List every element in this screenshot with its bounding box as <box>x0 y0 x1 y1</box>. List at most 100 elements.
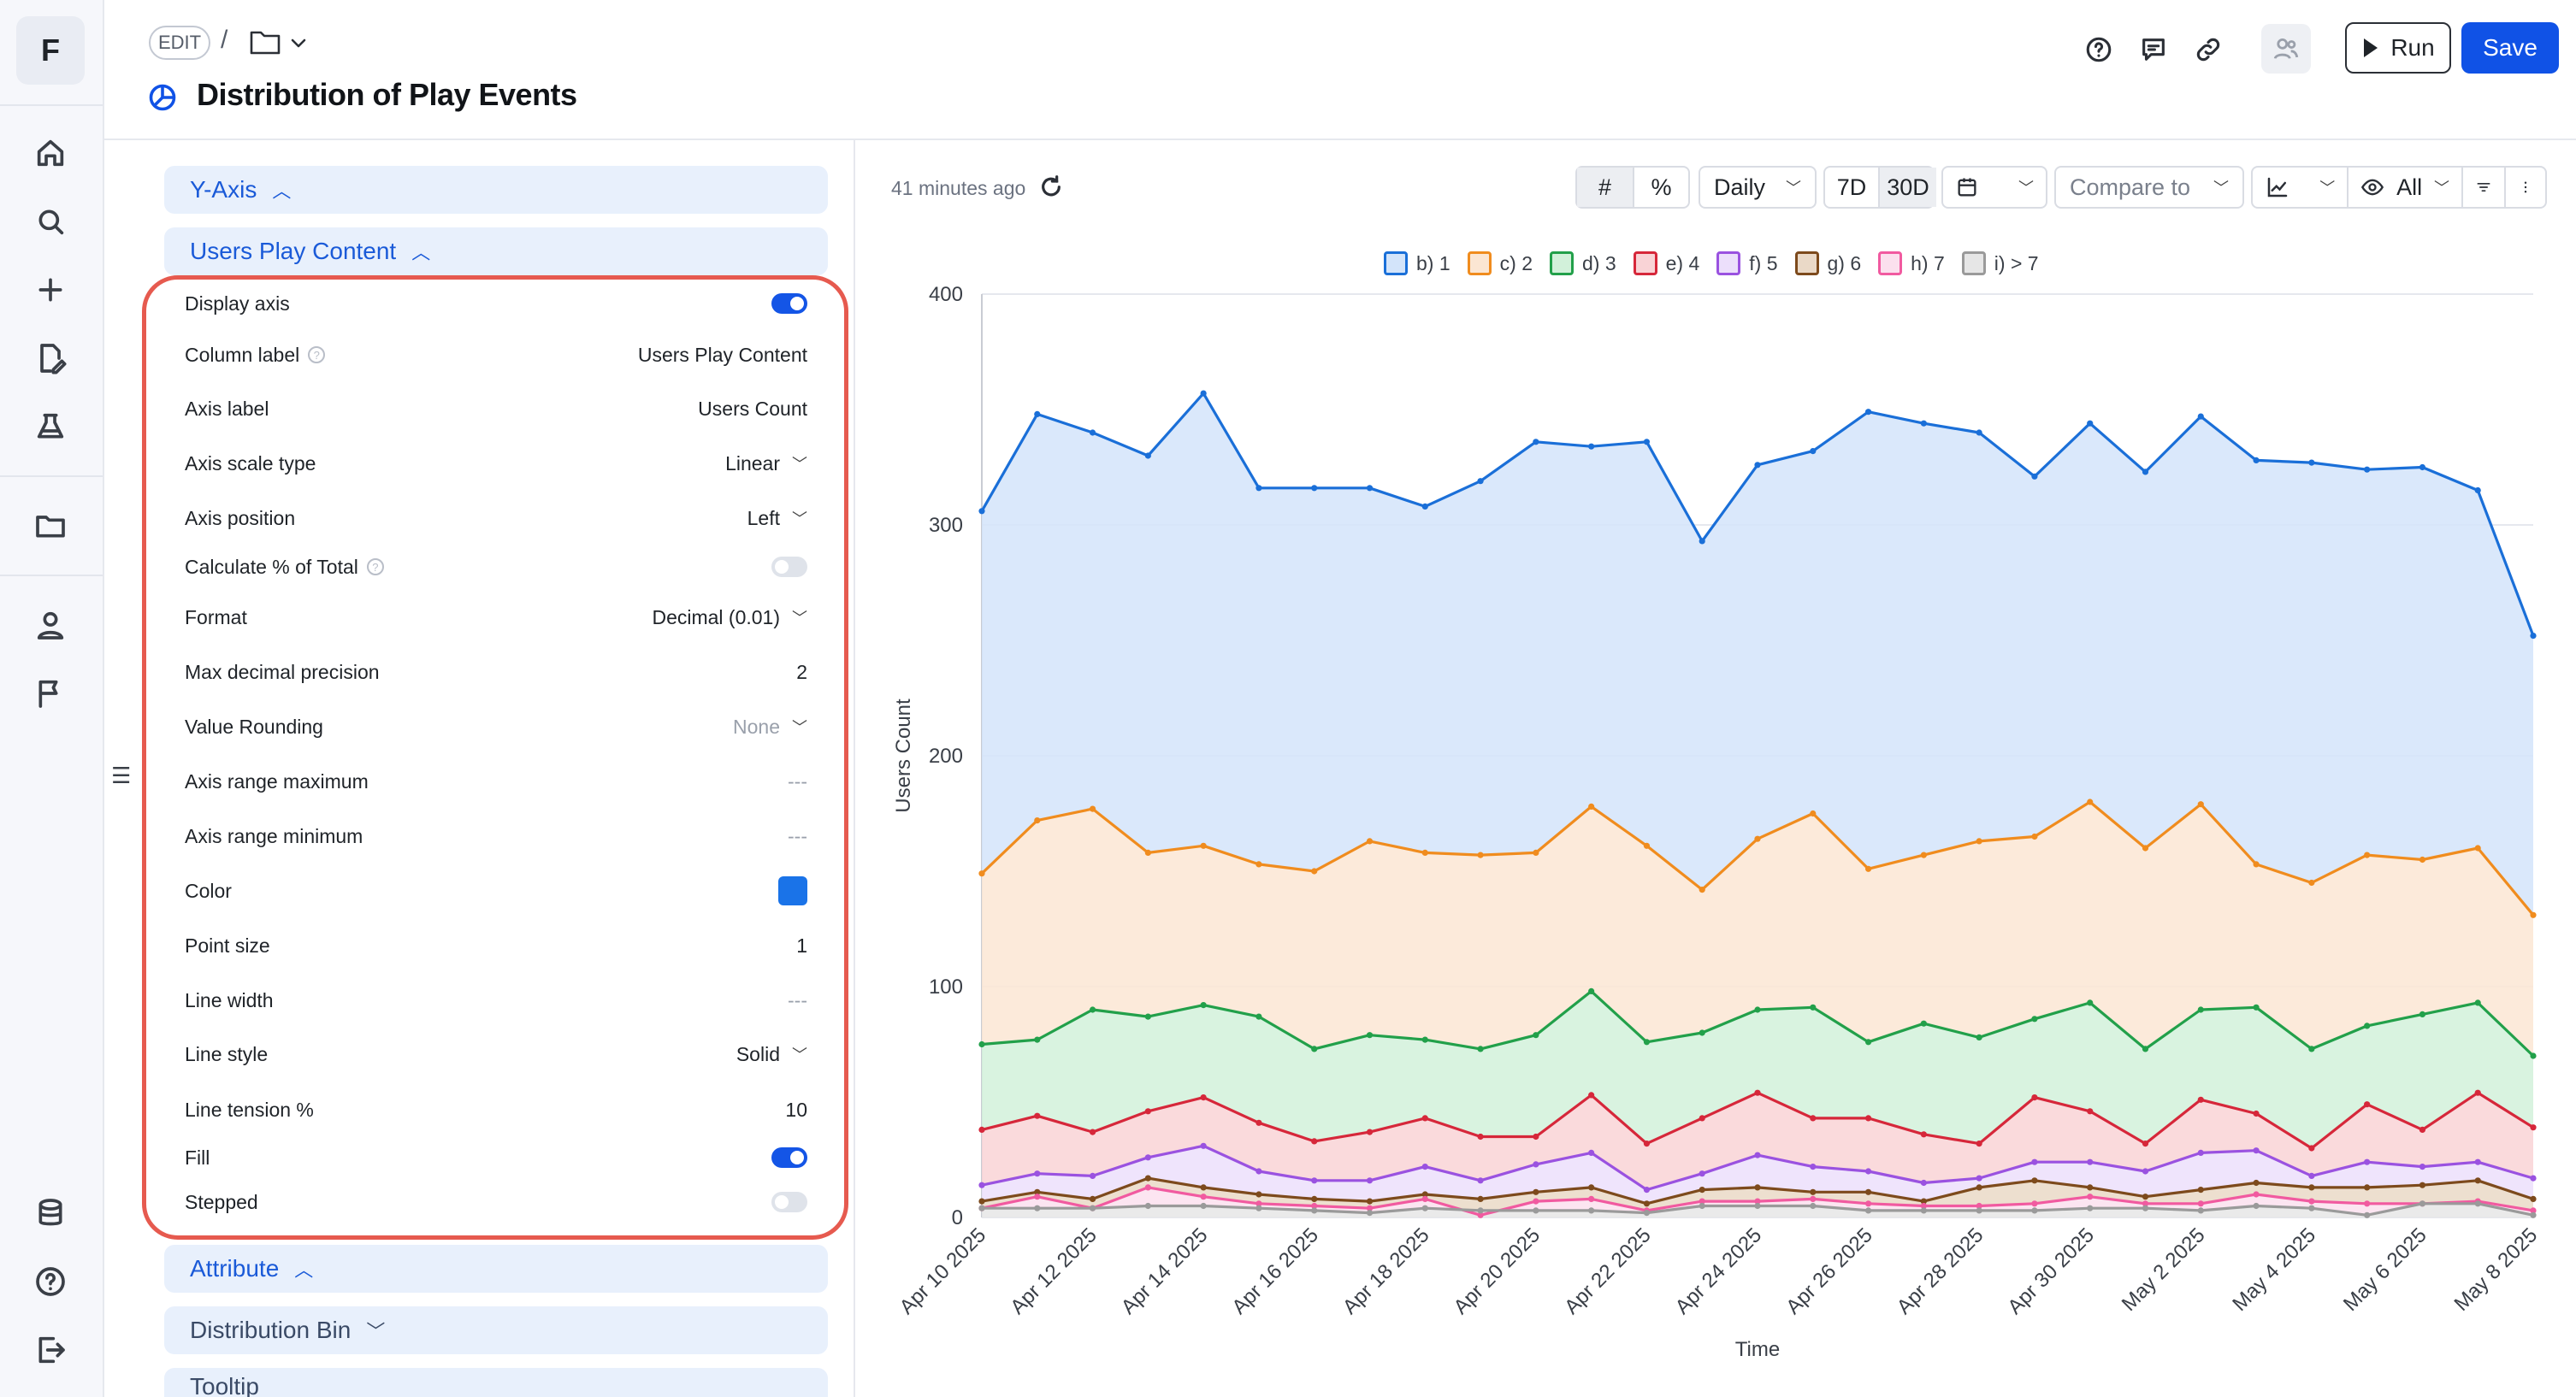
data-point[interactable] <box>1588 1207 1595 1214</box>
filter-button[interactable] <box>2461 168 2504 207</box>
legend-item[interactable]: i) > 7 <box>1961 251 2039 275</box>
data-point[interactable] <box>1034 1205 1041 1211</box>
data-point[interactable] <box>1144 1202 1151 1210</box>
data-point[interactable] <box>1477 852 1484 858</box>
data-point[interactable] <box>1366 1198 1374 1205</box>
data-point[interactable] <box>1366 1032 1374 1039</box>
data-point[interactable] <box>1311 1195 1318 1202</box>
data-point[interactable] <box>1588 443 1595 450</box>
data-point[interactable] <box>1976 1034 1982 1040</box>
data-point[interactable] <box>2031 833 2038 840</box>
chart-type-select[interactable]: ﹀ <box>2253 168 2347 207</box>
toggle-switch[interactable] <box>771 293 807 314</box>
data-point[interactable] <box>1477 1211 1484 1218</box>
data-point[interactable] <box>978 1205 985 1211</box>
data-point[interactable] <box>1533 1207 1539 1214</box>
lab-flask-icon[interactable] <box>31 407 70 446</box>
data-point[interactable] <box>2031 1094 2038 1101</box>
calculate-of-total-toggle[interactable] <box>771 557 807 577</box>
data-point[interactable] <box>1699 887 1705 893</box>
data-point[interactable] <box>2253 861 2260 868</box>
data-point[interactable] <box>2142 1141 2149 1147</box>
color-picker[interactable] <box>778 876 807 905</box>
data-point[interactable] <box>1034 1112 1041 1119</box>
data-point[interactable] <box>1477 1195 1484 1202</box>
legend-item[interactable]: d) 3 <box>1549 251 1616 275</box>
data-point[interactable] <box>1588 1184 1595 1191</box>
section-attribute[interactable]: Attribute ︿ <box>164 1245 828 1293</box>
data-point[interactable] <box>2419 1164 2426 1170</box>
data-point[interactable] <box>1643 1141 1651 1147</box>
display-axis-toggle[interactable] <box>771 293 807 314</box>
value-rounding-select[interactable]: None ﹀ <box>733 716 807 739</box>
help-icon[interactable]: ? <box>366 558 384 575</box>
data-point[interactable] <box>2530 911 2537 918</box>
data-point[interactable] <box>1588 1092 1595 1099</box>
line-style-select[interactable]: Solid ﹀ <box>736 1043 807 1066</box>
data-point[interactable] <box>1976 1141 1982 1147</box>
data-point[interactable] <box>2197 413 2204 420</box>
data-point[interactable] <box>1421 1195 1428 1202</box>
data-point[interactable] <box>1421 1164 1428 1170</box>
data-point[interactable] <box>1699 1202 1705 1210</box>
data-point[interactable] <box>1421 1115 1428 1122</box>
date-picker[interactable]: ﹀ <box>1941 166 2047 209</box>
data-point[interactable] <box>1754 1198 1761 1205</box>
data-point[interactable] <box>1754 835 1761 842</box>
data-point[interactable] <box>1256 1119 1262 1126</box>
data-point[interactable] <box>1810 1202 1817 1210</box>
data-point[interactable] <box>1699 538 1705 545</box>
data-point[interactable] <box>1533 849 1539 857</box>
data-point[interactable] <box>1533 1198 1539 1205</box>
data-point[interactable] <box>2142 1194 2149 1200</box>
data-point[interactable] <box>1256 1191 1262 1198</box>
data-point[interactable] <box>2253 1191 2260 1198</box>
data-point[interactable] <box>1864 1039 1872 1046</box>
data-point[interactable] <box>1256 1200 1262 1207</box>
data-point[interactable] <box>2197 1207 2204 1214</box>
data-point[interactable] <box>2474 845 2481 852</box>
data-point[interactable] <box>2474 486 2481 494</box>
data-point[interactable] <box>1200 1184 1207 1191</box>
data-point[interactable] <box>1810 1164 1817 1170</box>
data-point[interactable] <box>2087 1184 2094 1191</box>
data-point[interactable] <box>2031 1200 2038 1207</box>
data-point[interactable] <box>1089 1129 1096 1135</box>
data-point[interactable] <box>1477 1177 1484 1184</box>
data-point[interactable] <box>1421 503 1428 510</box>
data-point[interactable] <box>1976 1184 1982 1191</box>
data-point[interactable] <box>1311 1177 1318 1184</box>
data-point[interactable] <box>1920 1198 1927 1205</box>
max-decimal-precision-value[interactable]: 2 <box>796 661 807 684</box>
data-point[interactable] <box>1920 852 1927 858</box>
data-point[interactable] <box>1366 1205 1374 1211</box>
share-users-button[interactable] <box>2261 24 2311 74</box>
section-tooltip[interactable]: Tooltip <box>164 1368 828 1397</box>
data-point[interactable] <box>2364 1023 2371 1029</box>
data-point[interactable] <box>1810 1188 1817 1195</box>
data-point[interactable] <box>1920 420 1927 427</box>
legend-item[interactable]: e) 4 <box>1633 251 1699 275</box>
data-point[interactable] <box>1754 1202 1761 1210</box>
data-point[interactable] <box>1256 1013 1262 1020</box>
home-icon[interactable] <box>31 133 70 173</box>
data-point[interactable] <box>2419 1011 2426 1017</box>
chart-more-button[interactable] <box>2504 168 2545 207</box>
data-point[interactable] <box>1366 1129 1374 1135</box>
data-point[interactable] <box>2197 1200 2204 1207</box>
data-point[interactable] <box>1144 1175 1151 1182</box>
data-point[interactable] <box>1588 1149 1595 1156</box>
data-point[interactable] <box>1864 1168 1872 1175</box>
data-point[interactable] <box>2253 457 2260 463</box>
data-point[interactable] <box>1533 1161 1539 1168</box>
data-point[interactable] <box>1699 1198 1705 1205</box>
data-point[interactable] <box>1200 1142 1207 1149</box>
axis-range-minimum-value[interactable]: --- <box>788 825 807 848</box>
data-point[interactable] <box>1533 439 1539 445</box>
data-point[interactable] <box>1311 868 1318 875</box>
data-point[interactable] <box>1089 805 1096 812</box>
data-point[interactable] <box>2087 1194 2094 1200</box>
data-point[interactable] <box>2364 852 2371 858</box>
data-point[interactable] <box>1754 1152 1761 1158</box>
data-point[interactable] <box>2308 1172 2315 1179</box>
